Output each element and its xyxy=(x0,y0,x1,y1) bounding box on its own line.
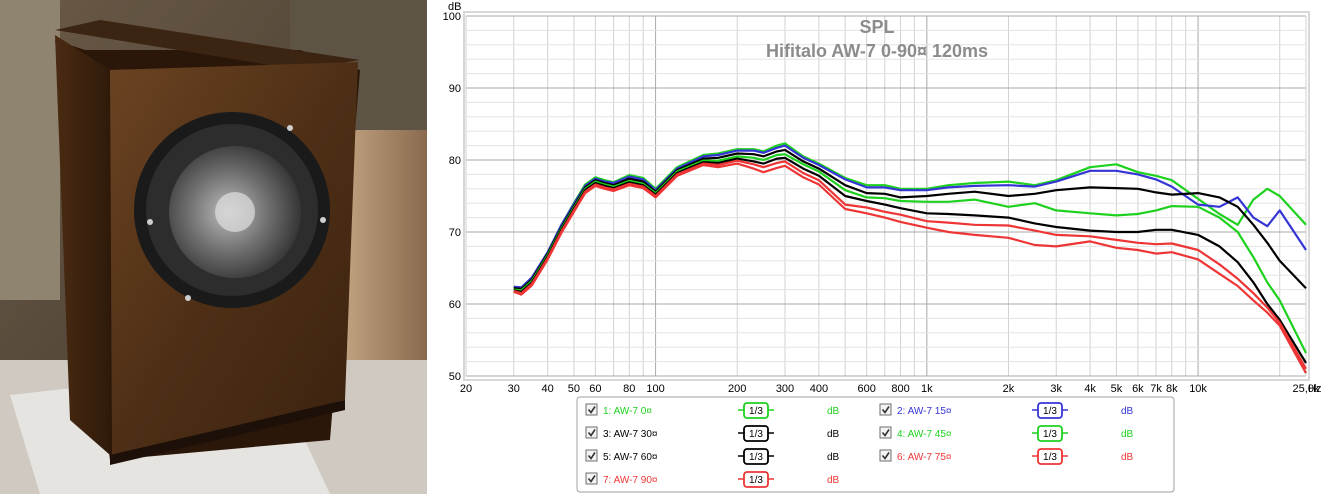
y-tick-label: 60 xyxy=(449,299,461,311)
chart-subtitle: Hifitalo AW-7 0-90¤ 120ms xyxy=(766,41,988,61)
x-tick-label: 7k xyxy=(1150,383,1162,395)
legend-label: 5: AW-7 60¤ xyxy=(603,452,658,463)
x-tick-label: 50 xyxy=(568,383,580,395)
x-tick-label: 60 xyxy=(589,383,601,395)
y-tick-label: 70 xyxy=(449,227,461,239)
check-icon xyxy=(587,452,596,460)
y-tick-label: 100 xyxy=(443,11,461,23)
check-icon xyxy=(881,406,890,414)
legend-box xyxy=(576,396,1175,493)
x-tick-label: 600 xyxy=(857,383,875,395)
legend-checkbox[interactable] xyxy=(879,403,892,416)
legend-label: 7: AW-7 90¤ xyxy=(603,475,658,486)
spl-chart: 20 30 40 50 60 80 100 200 300 400 600 800 1k 2k 3k 4k 5k… xyxy=(427,0,1326,494)
legend-unit: dB xyxy=(827,429,840,440)
x-tick-label: 10k xyxy=(1189,383,1207,395)
smoothing-button[interactable] xyxy=(1037,402,1063,419)
smoothing-label: 1/3 xyxy=(1043,452,1057,463)
smoothing-button[interactable] xyxy=(743,425,769,442)
legend-unit: dB xyxy=(827,475,840,486)
x-tick-label: 40 xyxy=(542,383,554,395)
y-axis-ticks: 50 60 70 80 90 100 xyxy=(443,11,461,383)
legend-label: 3: AW-7 30¤ xyxy=(603,429,658,440)
x-axis-label: Hz xyxy=(1308,383,1321,395)
x-tick-label: 2k xyxy=(1003,383,1015,395)
x-tick-label: 20 xyxy=(460,383,472,395)
x-axis-ticks: 20 30 40 50 60 80 100 200 300 400 600 800 1k 2k 3k 4k 5k… xyxy=(460,383,1320,395)
smoothing-label: 1/3 xyxy=(749,452,763,463)
legend-item[interactable]: 2: AW-7 15¤ 1/3 dB xyxy=(879,402,1134,419)
smoothing-button[interactable] xyxy=(743,402,769,419)
legend-checkbox[interactable] xyxy=(585,472,598,485)
check-icon xyxy=(587,475,596,483)
y-tick-label: 50 xyxy=(449,371,461,383)
smoothing-button[interactable] xyxy=(743,448,769,465)
legend-label: 2: AW-7 15¤ xyxy=(897,406,952,417)
legend-checkbox[interactable] xyxy=(585,426,598,439)
speaker-photo xyxy=(0,0,427,494)
x-tick-label: 30 xyxy=(508,383,520,395)
check-icon xyxy=(587,406,596,414)
x-tick-label: 300 xyxy=(776,383,794,395)
y-tick-label: 90 xyxy=(449,83,461,95)
x-tick-label: 80 xyxy=(623,383,635,395)
x-tick-label: 4k xyxy=(1084,383,1096,395)
legend-label: 4: AW-7 45¤ xyxy=(897,429,952,440)
legend-unit: dB xyxy=(827,406,840,417)
x-tick-label: 6k xyxy=(1132,383,1144,395)
x-tick-label: 100 xyxy=(646,383,664,395)
x-tick-label: 800 xyxy=(891,383,909,395)
legend-checkbox[interactable] xyxy=(585,403,598,416)
legend-unit: dB xyxy=(1121,452,1134,463)
y-tick-label: 80 xyxy=(449,155,461,167)
legend-checkbox[interactable] xyxy=(585,449,598,462)
legend-label: 6: AW-7 75¤ xyxy=(897,452,952,463)
series-line-1 xyxy=(513,142,1307,290)
x-tick-label: 3k xyxy=(1050,383,1062,395)
series-line-2 xyxy=(513,144,1307,289)
smoothing-label: 1/3 xyxy=(1043,406,1057,417)
legend-item[interactable]: 6: AW-7 75¤ 1/3 dB xyxy=(879,448,1134,465)
legend-label: 1: AW-7 0¤ xyxy=(603,406,652,417)
x-tick-label: 8k xyxy=(1166,383,1178,395)
smoothing-button[interactable] xyxy=(1037,425,1063,442)
legend: 1: AW-7 0¤ 1/3 dB 2: AW-7 15¤ 1/3 dB3: AW-7 3… xyxy=(576,396,1175,493)
x-tick-label: 25,0k xyxy=(1293,383,1320,395)
chart-title: SPL xyxy=(859,17,894,37)
smoothing-label: 1/3 xyxy=(749,475,763,486)
legend-item[interactable]: 7: AW-7 90¤ 1/3 dB xyxy=(585,471,840,488)
legend-item[interactable]: 1: AW-7 0¤ 1/3 dB xyxy=(585,402,840,419)
smoothing-button[interactable] xyxy=(743,471,769,488)
check-icon xyxy=(881,429,890,437)
smoothing-label: 1/3 xyxy=(749,429,763,440)
legend-item[interactable]: 3: AW-7 30¤ 1/3 dB xyxy=(585,425,840,442)
series-line-4 xyxy=(513,153,1307,354)
series-line-5 xyxy=(513,156,1307,364)
legend-unit: dB xyxy=(1121,406,1134,417)
smoothing-label: 1/3 xyxy=(1043,429,1057,440)
x-tick-label: 1k xyxy=(921,383,933,395)
legend-unit: dB xyxy=(827,452,840,463)
x-tick-label: 200 xyxy=(728,383,746,395)
check-icon xyxy=(881,452,890,460)
plot-frame xyxy=(463,11,1310,381)
x-tick-label: 5k xyxy=(1111,383,1123,395)
series-line-6 xyxy=(513,159,1307,370)
series-lines xyxy=(513,142,1307,374)
legend-checkbox[interactable] xyxy=(879,426,892,439)
series-line-7 xyxy=(513,162,1307,374)
smoothing-button[interactable] xyxy=(1037,448,1063,465)
smoothing-label: 1/3 xyxy=(749,406,763,417)
legend-checkbox[interactable] xyxy=(879,449,892,462)
legend-item[interactable]: 4: AW-7 45¤ 1/3 dB xyxy=(879,425,1134,442)
check-icon xyxy=(587,429,596,437)
x-tick-label: 400 xyxy=(810,383,828,395)
legend-unit: dB xyxy=(1121,429,1134,440)
legend-item[interactable]: 5: AW-7 60¤ 1/3 dB xyxy=(585,448,840,465)
series-line-3 xyxy=(513,148,1307,290)
y-axis-label: dB xyxy=(448,1,461,13)
